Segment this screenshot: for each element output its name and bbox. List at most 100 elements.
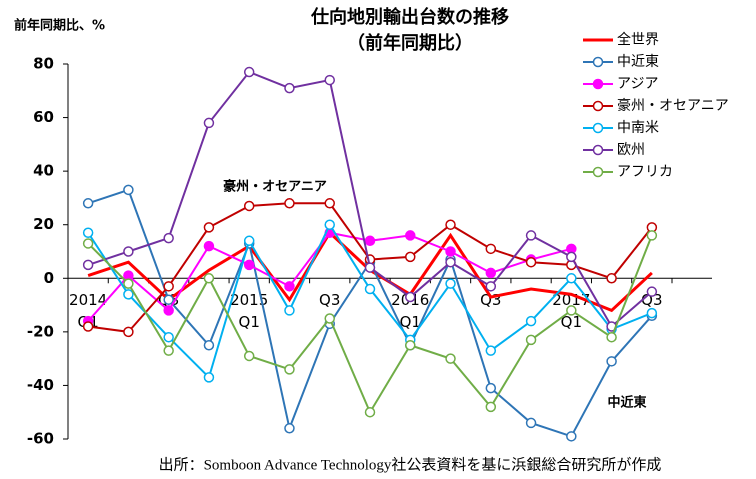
series-marker [324,198,335,209]
series-marker [284,305,295,316]
legend-marker [592,122,604,134]
x-tick-label: Q1 [400,313,421,331]
y-tick-label: 40 [33,162,54,180]
series-marker [405,291,416,303]
chart-subtitle: （前年同期比） [347,32,473,54]
y-tick-label: 0 [44,269,54,287]
series-marker [646,307,658,319]
y-axis-label: 前年同期比、% [14,18,105,34]
series-marker [284,82,295,94]
series-marker [123,184,134,196]
y-tick-label: -20 [27,322,54,340]
series-marker [445,256,456,268]
series-marker [445,219,456,230]
x-tick-label: Q1 [561,313,582,331]
y-tick-label: -60 [27,430,54,448]
series-marker [324,219,335,230]
series-marker [485,382,497,394]
legend-label: アジア [617,76,658,92]
series-marker [284,423,295,434]
series-marker [445,246,456,257]
series-marker [243,259,255,271]
series-marker [163,331,174,343]
series-marker [525,256,537,268]
series-marker [485,345,497,356]
chart-title: 仕向地別輸出台数の推移 [310,6,509,28]
series-marker [485,401,497,413]
series-marker [123,289,134,300]
y-tick-label: 60 [33,108,54,126]
series-marker [163,305,174,316]
series-marker [203,240,215,252]
x-tick-year: 2015 [230,291,268,309]
legend-label: 全世界 [617,31,659,48]
y-tick-label: 80 [33,55,54,73]
legend-label: 欧州 [617,142,645,158]
series-marker [525,417,537,429]
series-marker [82,259,94,271]
series-marker [445,353,456,364]
series-marker [163,232,174,244]
series-marker [485,281,497,292]
legend-marker [592,78,604,90]
series-marker [243,200,255,212]
series-marker [203,372,215,383]
series-marker [646,286,658,297]
series-marker [606,331,617,343]
series-marker [203,340,215,351]
legend-label: アフリカ [617,164,673,180]
annotation: 中近東 [607,395,646,411]
legend-marker [592,166,604,178]
series-marker [284,281,295,292]
legend-label: 中南米 [617,120,659,136]
legend-marker [592,56,604,68]
series-marker [243,350,255,362]
annotation: 豪州・オセアニア [223,179,327,195]
series-marker [324,74,335,86]
series-marker [82,227,94,238]
series-marker [284,198,295,209]
x-tick-label: Q3 [319,291,340,309]
series-marker [203,273,215,284]
x-tick-label: Q1 [239,313,260,331]
legend-marker [592,144,604,156]
series-marker [405,340,416,351]
series-marker [163,281,174,292]
x-tick-year: 2014 [69,291,107,309]
series-marker [566,273,577,284]
series-marker [243,66,255,78]
series-marker [606,273,617,284]
y-tick-label: -40 [27,376,54,394]
source-note: 出所：Somboon Advance Technology社公表資料を基に浜銀総… [159,456,662,473]
series-marker [566,251,577,263]
series-marker [566,431,577,442]
series-marker [485,267,497,279]
legend-label: 豪州・オセアニア [617,98,729,114]
series-marker [606,356,617,367]
y-tick-label: 20 [33,215,54,233]
series-marker [364,283,376,295]
series-marker [284,364,295,375]
series-marker [243,235,255,247]
series-marker [324,313,335,324]
series-marker [405,230,416,241]
series-marker [123,246,134,257]
series-marker [445,278,456,289]
legend-marker [592,100,604,112]
x-tick-year: 2017 [552,291,590,309]
series-marker [364,235,376,247]
series-marker [82,238,94,249]
series-marker [203,117,215,129]
series-marker [566,305,577,316]
series-marker [485,243,497,255]
series-marker [123,326,134,338]
series-marker [364,406,376,418]
series-marker [646,230,658,241]
series-marker [525,230,537,241]
series-marker [163,294,174,305]
series-marker [123,278,134,289]
series-marker [203,222,215,233]
series-marker [82,198,94,209]
series-marker [364,262,376,273]
series-marker [525,334,537,346]
